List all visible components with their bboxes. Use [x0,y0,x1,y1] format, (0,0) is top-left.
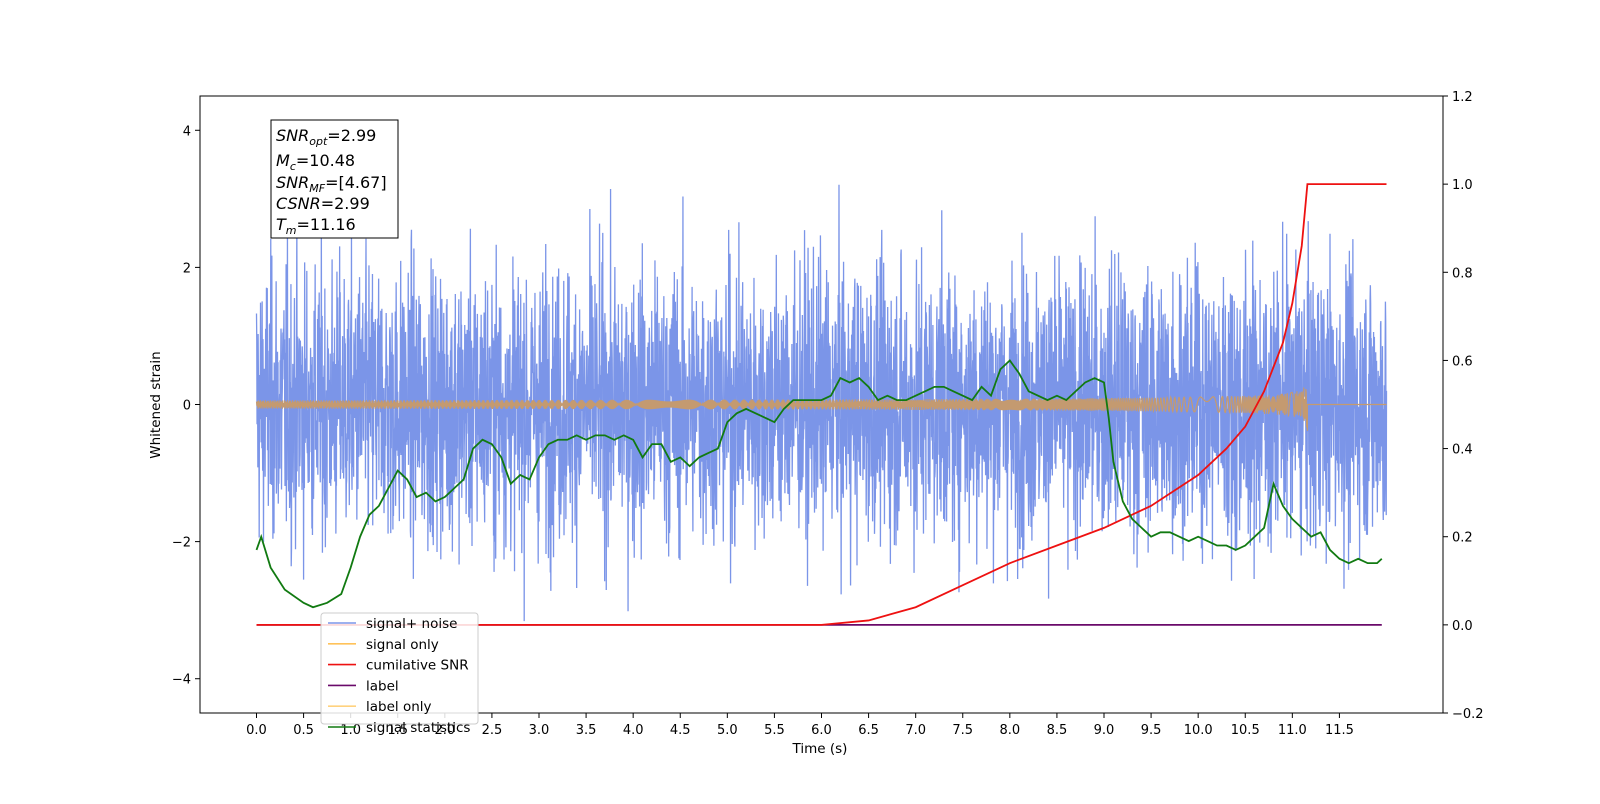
x-tick-label: 4.5 [670,723,691,738]
annotation-tm: Tm=11.16 [276,215,356,237]
y-right-tick-label: 1.0 [1452,178,1473,193]
y-axis-label: Whitened strain [148,351,164,458]
x-tick-label: 7.5 [952,723,973,738]
y-axis-left: 4 2 0 −2 −4 [172,124,200,688]
x-tick-label: 5.0 [717,723,738,738]
legend-label: signal only [366,637,439,653]
y-tick-label: 2 [183,261,191,276]
signal-statistics-line [255,359,1383,609]
x-tick-label: 8.0 [999,723,1020,738]
annotation-mc: Mc=10.48 [276,151,355,173]
x-tick-label: 2.5 [482,723,503,738]
legend: signal+ noise signal only cumilative SNR la… [320,612,479,736]
cumulative-snr-line [256,183,1387,626]
x-tick-label: 11.5 [1325,723,1354,738]
x-tick-label: 0.0 [246,723,267,738]
y-right-tick-label: 0.6 [1452,354,1473,369]
x-tick-label: 10.0 [1184,723,1213,738]
y-tick-label: −2 [172,536,191,551]
plot-area [255,183,1388,626]
y-axis-right: 1.2 1.0 0.8 0.6 0.4 0.2 0.0 −0.2 [1443,90,1484,722]
x-tick-label: 9.0 [1094,723,1115,738]
x-tick-label: 6.5 [858,723,879,738]
x-axis-label: Time (s) [792,741,848,757]
x-tick-label: 11.0 [1278,723,1307,738]
legend-box [320,612,479,725]
y-right-tick-label: 0.8 [1452,266,1473,281]
x-tick-label: 7.0 [905,723,926,738]
x-tick-label: 1.0 [340,723,361,738]
legend-label: signal statistics [366,720,470,736]
annotation-box [270,119,399,239]
stats-annotation: SNRopt=2.99 Mc=10.48 SNRMF=[4.67] CSNR=2… [270,119,399,239]
legend-label: cumilative SNR [366,658,469,674]
y-right-tick-label: 0.4 [1452,443,1473,458]
signal-only-line [255,387,1387,431]
annotation-csnr: CSNR=2.99 [276,194,370,213]
x-tick-label: 8.5 [1047,723,1068,738]
y-right-tick-label: 1.2 [1452,90,1473,105]
x-tick-label: 9.5 [1141,723,1162,738]
y-tick-label: −4 [172,673,191,688]
signal-noise-series [255,184,1388,622]
y-right-tick-label: 0.0 [1452,619,1473,634]
x-tick-label: 4.0 [623,723,644,738]
y-tick-label: 0 [183,399,191,414]
y-tick-label: 4 [183,124,191,139]
signal-noise-line [255,184,1388,622]
annotation-snr-opt: SNRopt=2.99 [276,126,376,148]
legend-label: label only [366,699,432,715]
x-tick-label: 2.0 [434,723,455,738]
x-tick-label: 5.5 [764,723,785,738]
x-tick-label: 3.5 [576,723,597,738]
y-right-tick-label: 0.2 [1452,531,1473,546]
signal-only-series [255,387,1387,431]
x-tick-label: 6.0 [811,723,832,738]
legend-label: signal+ noise [366,616,457,632]
x-tick-label: 0.5 [293,723,314,738]
x-tick-label: 1.5 [387,723,408,738]
y-right-tick-label: −0.2 [1452,707,1484,722]
x-tick-label: 3.0 [529,723,550,738]
annotation-snr-mf: SNRMF=[4.67] [276,173,387,195]
legend-label: label [366,678,399,694]
x-tick-label: 10.5 [1231,723,1260,738]
